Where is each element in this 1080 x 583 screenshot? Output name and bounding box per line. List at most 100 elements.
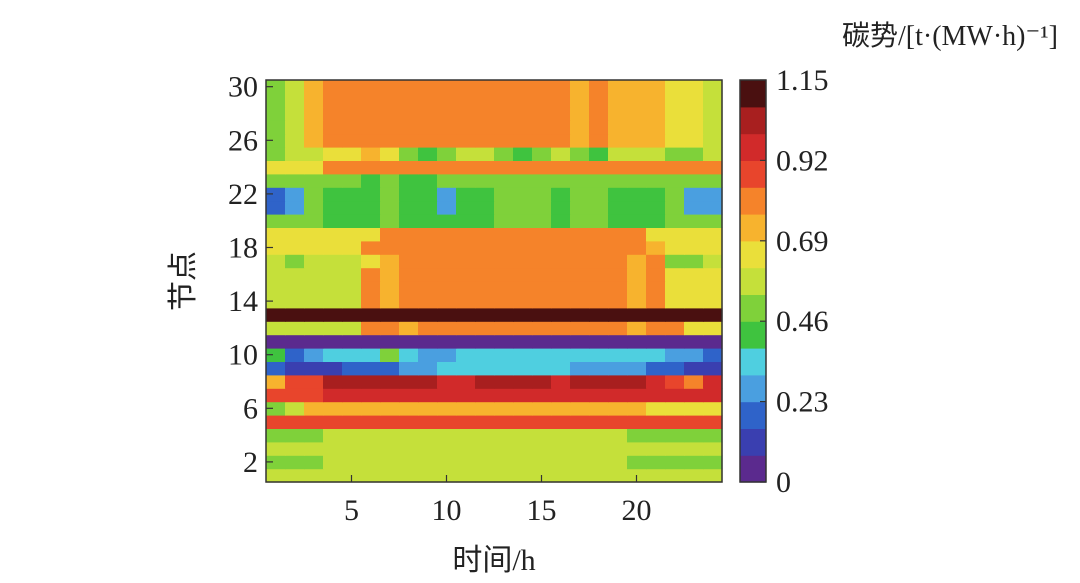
heatmap-cell [703, 214, 723, 228]
heatmap-cell [646, 321, 666, 336]
heatmap-cell [570, 240, 590, 255]
heatmap-cell [456, 214, 476, 228]
heatmap-cell [475, 106, 495, 121]
colorbar-swatch [740, 321, 766, 349]
heatmap-cell [532, 455, 552, 470]
heatmap-cell [532, 388, 552, 403]
heatmap-cell [551, 281, 571, 295]
heatmap-cell [684, 441, 704, 456]
x-tick-label: 20 [622, 494, 652, 527]
heatmap-cell [513, 388, 533, 403]
heatmap-cell [361, 441, 381, 456]
heatmap-cell [285, 428, 305, 443]
heatmap-cell [323, 106, 343, 121]
heatmap-cell [399, 240, 419, 255]
heatmap-cell [437, 428, 457, 443]
heatmap-cell [665, 267, 685, 282]
heatmap-cell [380, 80, 400, 94]
heatmap-cell [380, 361, 400, 376]
heatmap-cell [532, 348, 552, 362]
heatmap-cell [380, 441, 400, 456]
heatmap-cell [361, 133, 381, 148]
heatmap-cell [285, 254, 305, 269]
heatmap-cell [380, 321, 400, 336]
heatmap-cell [418, 120, 438, 135]
heatmap-cell [494, 240, 514, 255]
heatmap-cell [266, 133, 286, 148]
heatmap-cell [608, 254, 628, 269]
heatmap-cell [608, 240, 628, 255]
heatmap-cell [570, 348, 590, 362]
heatmap-cell [513, 106, 533, 121]
heatmap-cell [380, 455, 400, 470]
heatmap-cell [646, 200, 666, 215]
heatmap-cell [285, 120, 305, 135]
heatmap-cell [304, 321, 324, 336]
heatmap-cell [399, 93, 419, 108]
heatmap-cell [532, 401, 552, 416]
heatmap-cell [380, 401, 400, 416]
heatmap-cell [627, 281, 647, 295]
heatmap-cell [266, 106, 286, 121]
heatmap-cell [494, 214, 514, 228]
heatmap-cell [323, 133, 343, 148]
heatmap-cell [418, 468, 438, 483]
heatmap-cell [380, 120, 400, 135]
heatmap-cell [551, 334, 571, 349]
heatmap-cell [513, 361, 533, 376]
heatmap-cell [608, 334, 628, 349]
heatmap-cell [665, 93, 685, 108]
colorbar-tick-label: 0 [776, 466, 791, 499]
x-tick-label: 5 [344, 494, 359, 527]
colorbar-swatch [740, 214, 766, 242]
heatmap-cell [437, 133, 457, 148]
heatmap-cell [399, 267, 419, 282]
heatmap-cell [380, 173, 400, 188]
heatmap-cell [684, 160, 704, 175]
heatmap-cell [418, 160, 438, 175]
heatmap-cell [342, 348, 362, 362]
heatmap-cell [646, 348, 666, 362]
heatmap-cell [589, 441, 609, 456]
heatmap-cell [608, 388, 628, 403]
heatmap-cell [684, 147, 704, 161]
heatmap-cell [399, 441, 419, 456]
heatmap-cell [380, 187, 400, 202]
heatmap-cell [684, 200, 704, 215]
heatmap-cell [304, 455, 324, 470]
heatmap-cell [532, 133, 552, 148]
heatmap-cell [266, 348, 286, 362]
heatmap-cell [304, 106, 324, 121]
heatmap-cell [703, 254, 723, 269]
heatmap-cell [285, 415, 305, 429]
heatmap-cell [551, 441, 571, 456]
heatmap-cell [456, 254, 476, 269]
heatmap-cell [513, 200, 533, 215]
heatmap-cell [665, 187, 685, 202]
heatmap-cell [399, 106, 419, 121]
heatmap-cell [418, 281, 438, 295]
heatmap-cell [285, 227, 305, 242]
heatmap-cell [551, 468, 571, 483]
heatmap-cell [608, 294, 628, 309]
heatmap-cell [437, 361, 457, 376]
heatmap-cell [399, 321, 419, 336]
heatmap-cell [570, 441, 590, 456]
heatmap-cell [608, 80, 628, 94]
heatmap-cell [380, 227, 400, 242]
heatmap-cell [570, 173, 590, 188]
heatmap-cell [361, 334, 381, 349]
heatmap-cell [494, 200, 514, 215]
heatmap-cell [418, 147, 438, 161]
heatmap-cell [437, 80, 457, 94]
heatmap-cell [399, 388, 419, 403]
heatmap-cell [513, 187, 533, 202]
heatmap-cell [456, 415, 476, 429]
heatmap-cell [570, 281, 590, 295]
heatmap-cell [589, 415, 609, 429]
heatmap-cell [703, 374, 723, 389]
heatmap-cell [342, 106, 362, 121]
heatmap-cell [646, 80, 666, 94]
heatmap-cell [703, 240, 723, 255]
